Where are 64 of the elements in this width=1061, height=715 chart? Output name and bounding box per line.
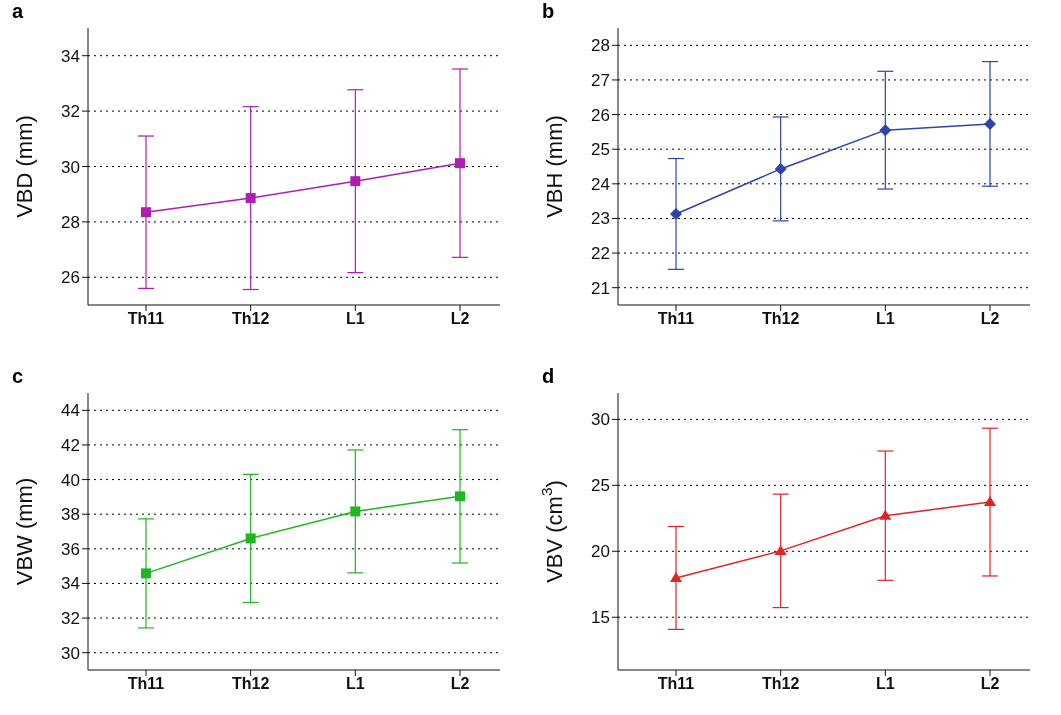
y-tick-label: 44 [61,401,80,421]
y-tick-label: 36 [61,539,80,559]
y-tick-label: 30 [61,157,80,177]
y-tick-label: 32 [61,102,80,122]
point [670,571,682,582]
y-tick-label: 28 [61,212,80,232]
y-tick-label: 21 [591,278,610,298]
y-axis-title: VBH (mm) [541,115,567,218]
y-tick-label: 32 [61,609,80,629]
point [774,162,787,175]
y-tick-label: 40 [61,470,80,490]
x-tick-label: Th12 [761,675,800,693]
point [984,496,996,507]
x-tick-label: L1 [876,675,895,693]
y-tick-label: 25 [591,476,610,496]
point [350,176,361,187]
chart-title: b [542,0,555,23]
y-tick-label: 20 [591,542,610,562]
y-tick-label: 26 [591,105,610,125]
x-tick-label: L1 [346,310,365,328]
y-tick-label: 24 [591,174,610,194]
y-tick-label: 34 [61,46,80,66]
y-tick-label: 22 [591,244,610,264]
point [879,509,892,520]
x-tick-label: L2 [980,675,1000,693]
y-tick-label: 15 [591,608,610,628]
x-tick-label: Th12 [761,310,800,328]
x-tick-label: L2 [450,675,470,693]
x-tick-label: Th11 [657,310,695,328]
x-tick-label: L2 [980,310,1000,328]
point [984,117,996,130]
x-tick-label: L1 [346,675,365,693]
y-tick-label: 27 [591,70,610,90]
chart-title: a [12,0,24,23]
x-tick-label: Th11 [657,675,695,693]
point [245,533,256,544]
point [141,568,151,579]
y-tick-label: 34 [61,574,80,594]
point [670,207,682,220]
y-tick-label: 26 [61,268,80,288]
point [141,207,151,218]
x-tick-label: Th11 [127,675,165,693]
y-tick-label: 25 [591,140,610,160]
y-tick-label: 42 [61,435,80,455]
point [455,491,465,502]
y-axis-title: VBW (mm) [11,477,37,586]
point [774,544,787,555]
point [245,193,256,204]
y-tick-label: 28 [591,36,610,56]
chart-title: d [542,365,555,388]
x-tick-label: Th12 [231,675,270,693]
x-tick-label: Th11 [127,310,165,328]
y-tick-label: 30 [591,410,610,430]
y-tick-label: 30 [61,643,80,663]
x-tick-label: L2 [450,310,470,328]
x-tick-label: Th12 [231,310,270,328]
y-axis-title: VBD (mm) [11,115,37,218]
point [455,158,465,169]
point [350,506,361,517]
point [879,124,892,137]
y-tick-label: 23 [591,209,610,229]
x-tick-label: L1 [876,310,895,328]
y-tick-label: 38 [61,505,80,525]
chart-title: c [12,365,24,388]
